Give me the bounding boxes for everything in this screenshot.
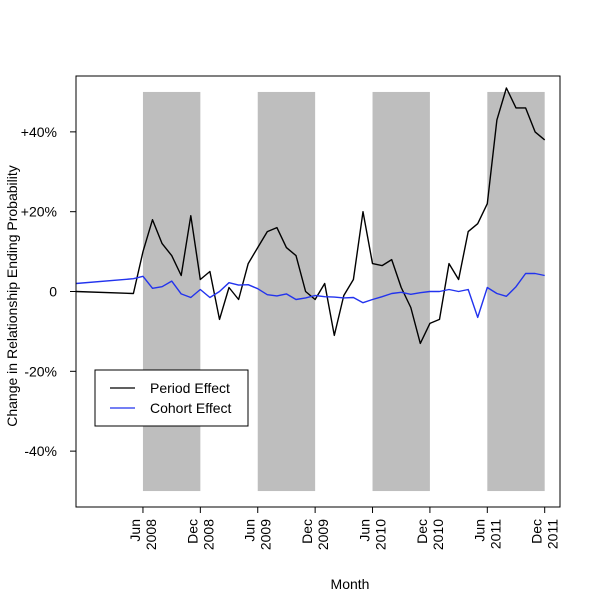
x-axis: Jun 2008 Dec 2008 Jun 2009 Dec 2009 Jun 2010 Dec 20… [127,506,561,550]
x-tick-label-year: 2011 [487,519,503,549]
y-tick-label: +40% [21,124,57,140]
x-tick-label-year: 2008 [143,519,159,550]
x-tick-label-year: 2010 [373,519,389,550]
legend: Period Effect Cohort Effect [94,369,249,427]
x-tick-label: Jun 2010 [357,519,389,550]
x-tick-label: Dec 2011 [529,519,561,549]
x-tick-label-year: 2009 [258,519,274,550]
legend-box [94,369,249,427]
y-axis: -40% -20% 0 +20% +40% [21,124,77,459]
series-line-period-effect [75,87,546,345]
x-tick-label-month: Dec [299,519,315,544]
legend-label-period-effect: Period Effect [150,380,230,396]
shaded-band-3 [372,91,430,492]
x-tick-label-year: 2008 [200,519,216,550]
x-tick-label-month: Jun [357,519,373,542]
y-tick-label: -20% [24,363,57,379]
series-line-cohort-effect [75,272,545,319]
x-tick-label-year: 2009 [315,519,331,550]
y-tick-label: 0 [49,284,57,300]
x-tick-label: Jun 2008 [127,519,159,550]
x-tick-label-month: Dec [414,519,430,544]
x-tick-label-month: Jun [242,519,258,542]
x-tick-label-month: Jun [127,519,143,542]
y-axis-label: Change in Relationship Ending Probabilit… [4,165,20,427]
y-tick-label: -40% [24,443,57,459]
shaded-band-1 [142,91,201,492]
x-tick-label: Dec 2008 [184,519,216,550]
x-tick-label-year: 2010 [430,519,446,550]
y-tick-label: +20% [21,204,57,220]
x-tick-label-month: Dec [529,519,545,544]
series-lines [75,87,546,345]
x-tick-label: Jun 2009 [242,519,274,550]
x-tick-label-month: Jun [471,519,487,542]
shaded-band-4 [487,91,545,492]
x-tick-label-year: 2011 [545,519,561,549]
x-tick-label: Jun 2011 [471,519,503,549]
legend-label-cohort-effect: Cohort Effect [150,400,232,416]
x-tick-label-month: Dec [184,519,200,544]
x-tick-label: Dec 2010 [414,519,446,550]
x-tick-label: Dec 2009 [299,519,331,550]
x-axis-label: Month [331,576,370,592]
